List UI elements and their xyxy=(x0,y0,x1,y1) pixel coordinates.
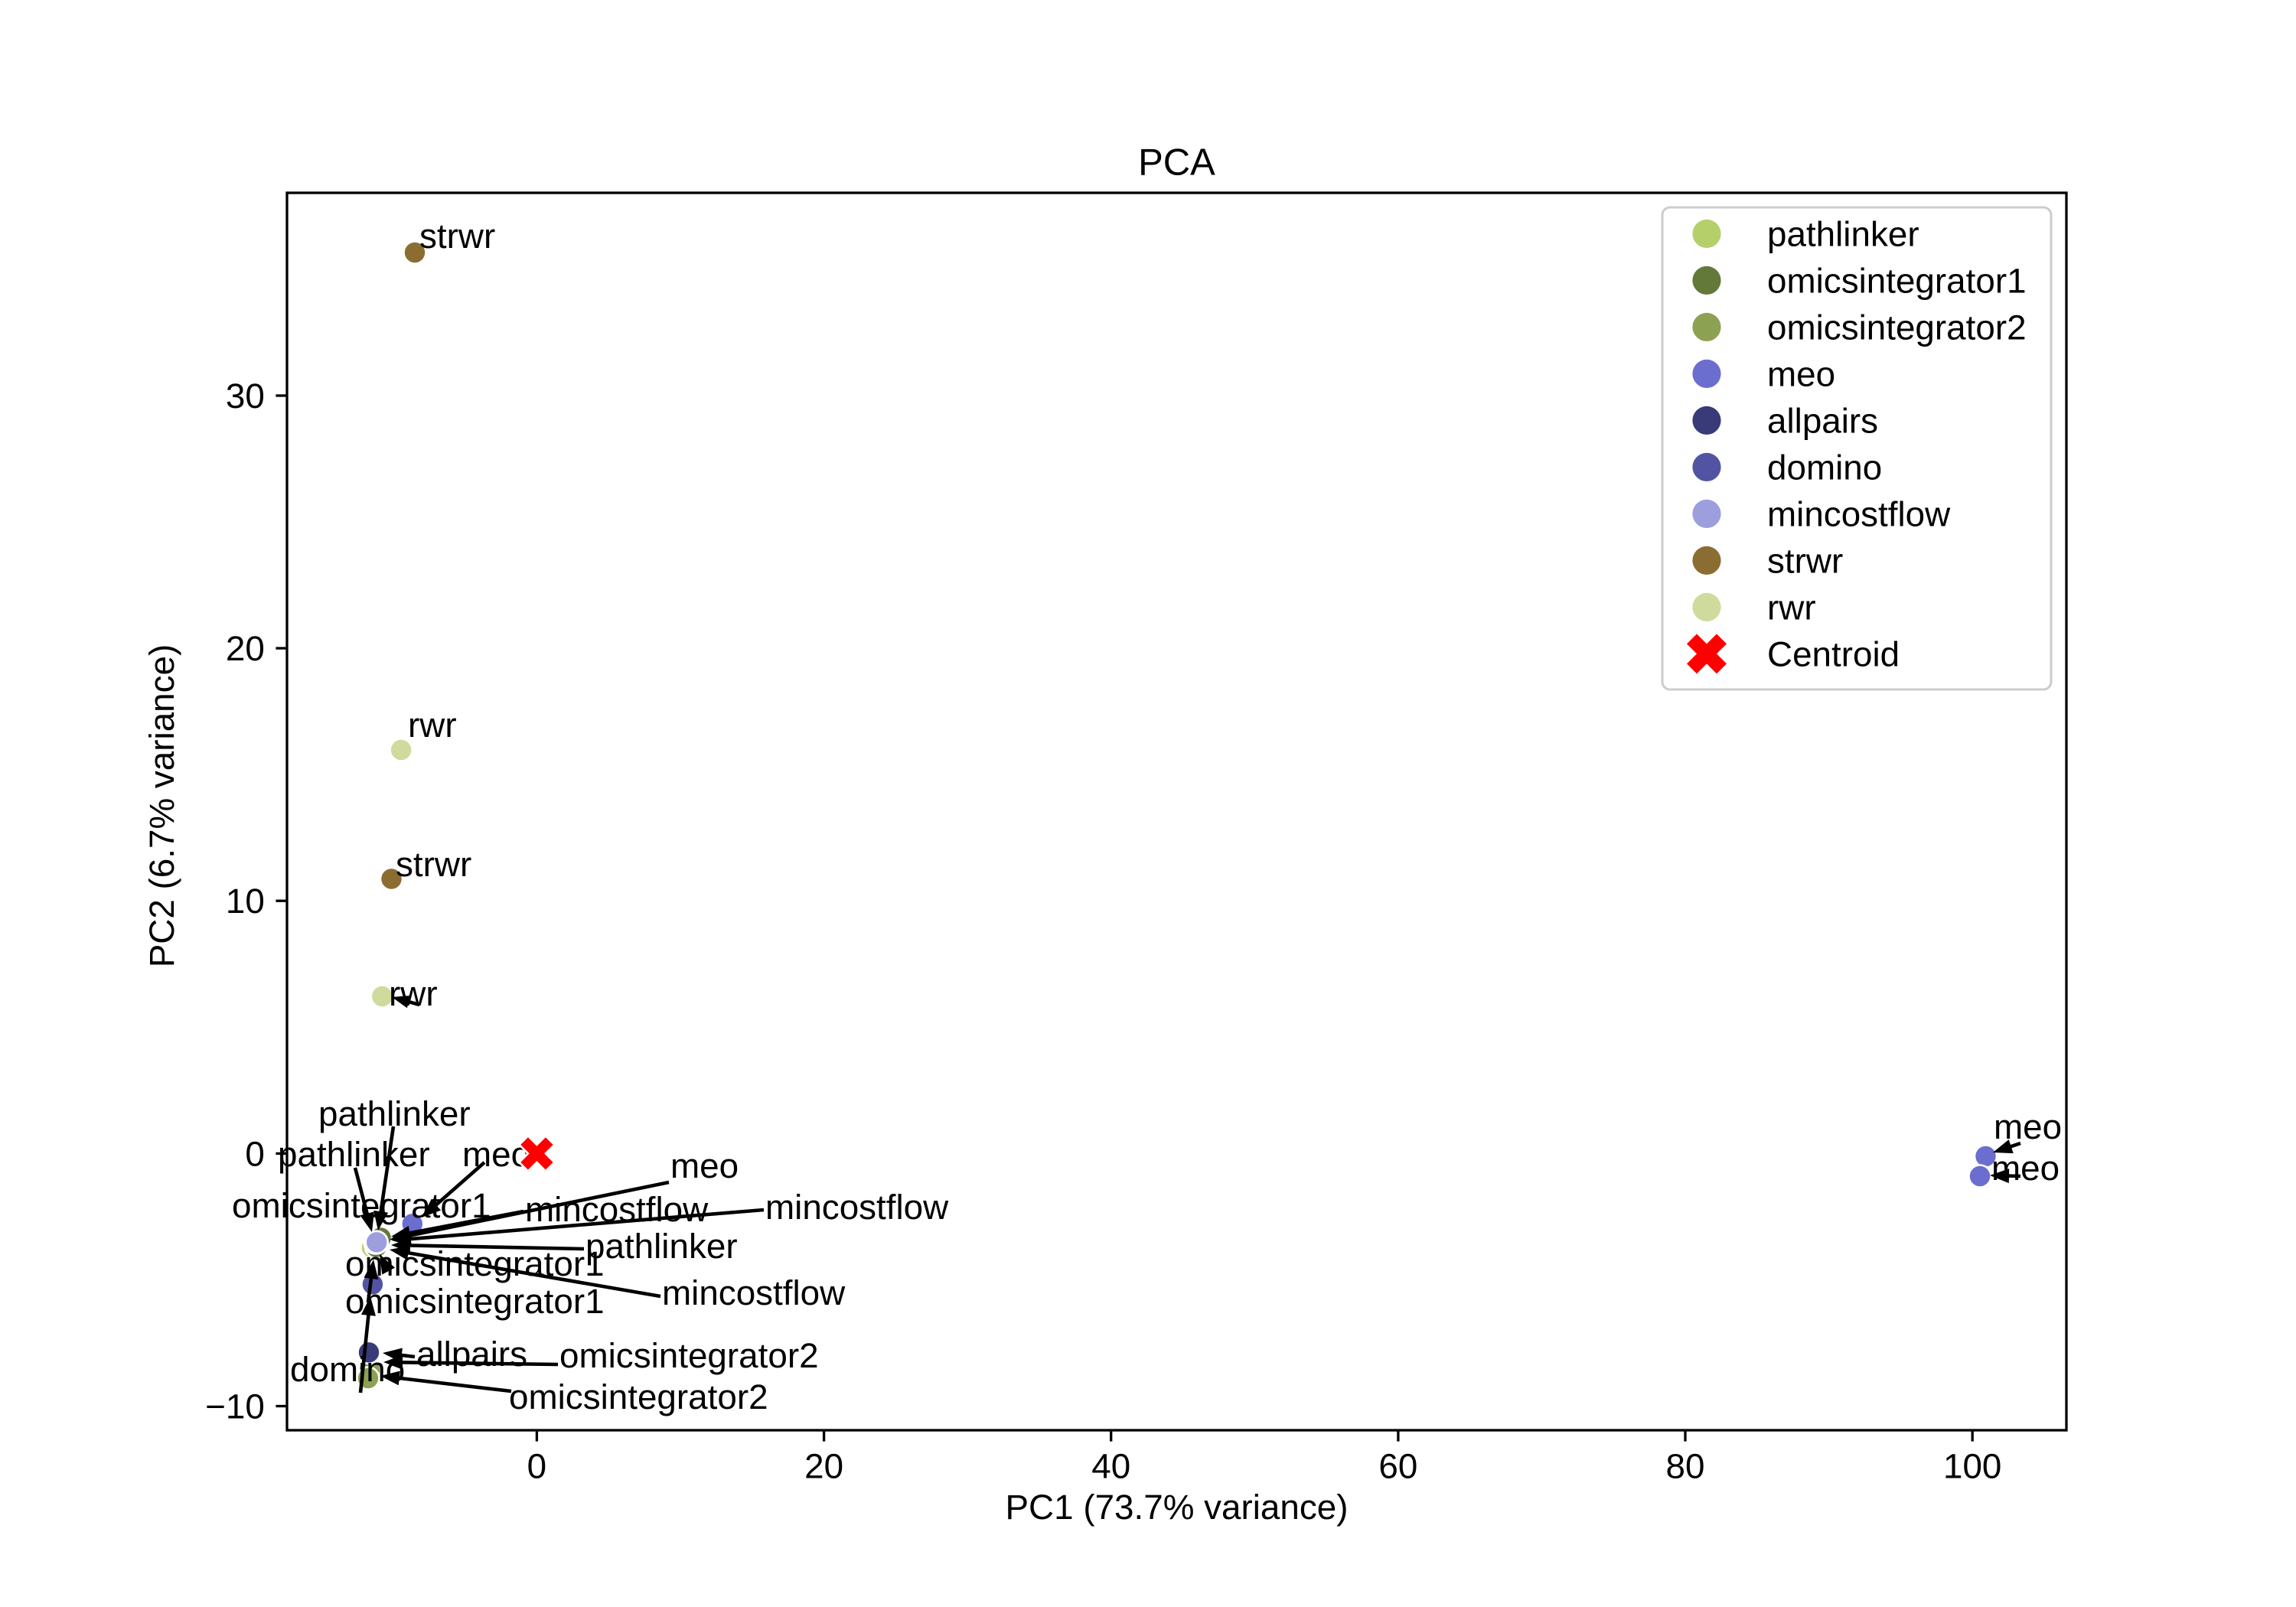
svg-text:10: 10 xyxy=(226,882,265,921)
svg-text:rwr: rwr xyxy=(389,974,438,1013)
svg-text:100: 100 xyxy=(1943,1447,2001,1486)
svg-text:rwr: rwr xyxy=(1767,588,1816,627)
svg-text:domino: domino xyxy=(290,1350,405,1389)
svg-text:mincostflow: mincostflow xyxy=(765,1188,949,1227)
svg-text:mincostflow: mincostflow xyxy=(1767,494,1951,533)
svg-text:omicsintegrator2: omicsintegrator2 xyxy=(509,1377,768,1416)
svg-text:PC1 (73.7% variance): PC1 (73.7% variance) xyxy=(1006,1488,1349,1527)
svg-text:meo: meo xyxy=(1991,1149,2060,1188)
svg-text:20: 20 xyxy=(804,1447,843,1486)
svg-text:mincostflow: mincostflow xyxy=(662,1273,846,1312)
svg-text:omicsintegrator1: omicsintegrator1 xyxy=(345,1282,605,1321)
svg-text:0: 0 xyxy=(527,1447,546,1486)
svg-text:allpairs: allpairs xyxy=(416,1335,527,1374)
svg-text:meo: meo xyxy=(1994,1107,2062,1146)
svg-text:0: 0 xyxy=(245,1134,264,1173)
svg-text:strwr: strwr xyxy=(419,217,495,256)
svg-text:pathlinker: pathlinker xyxy=(278,1135,430,1174)
svg-text:PC2 (6.7% variance): PC2 (6.7% variance) xyxy=(142,644,181,968)
svg-text:meo: meo xyxy=(462,1135,530,1174)
svg-text:meo: meo xyxy=(1767,354,1835,393)
svg-text:20: 20 xyxy=(226,629,265,668)
svg-text:omicsintegrator2: omicsintegrator2 xyxy=(559,1336,819,1375)
svg-text:omicsintegrator1: omicsintegrator1 xyxy=(1767,261,2027,300)
svg-text:pathlinker: pathlinker xyxy=(585,1227,738,1266)
svg-text:omicsintegrator2: omicsintegrator2 xyxy=(1767,308,2027,347)
svg-text:meo: meo xyxy=(670,1146,739,1185)
svg-text:60: 60 xyxy=(1378,1447,1417,1486)
svg-text:−10: −10 xyxy=(205,1387,265,1426)
svg-text:domino: domino xyxy=(1767,448,1882,487)
svg-text:allpairs: allpairs xyxy=(1767,401,1878,440)
svg-text:80: 80 xyxy=(1666,1447,1705,1486)
svg-text:pathlinker: pathlinker xyxy=(1767,214,1919,253)
svg-text:strwr: strwr xyxy=(396,845,471,884)
svg-text:PCA: PCA xyxy=(1138,142,1215,184)
svg-text:rwr: rwr xyxy=(408,706,457,745)
svg-text:strwr: strwr xyxy=(1767,541,1843,580)
svg-text:Centroid: Centroid xyxy=(1767,634,1900,673)
svg-text:40: 40 xyxy=(1091,1447,1130,1486)
svg-text:30: 30 xyxy=(226,376,265,416)
